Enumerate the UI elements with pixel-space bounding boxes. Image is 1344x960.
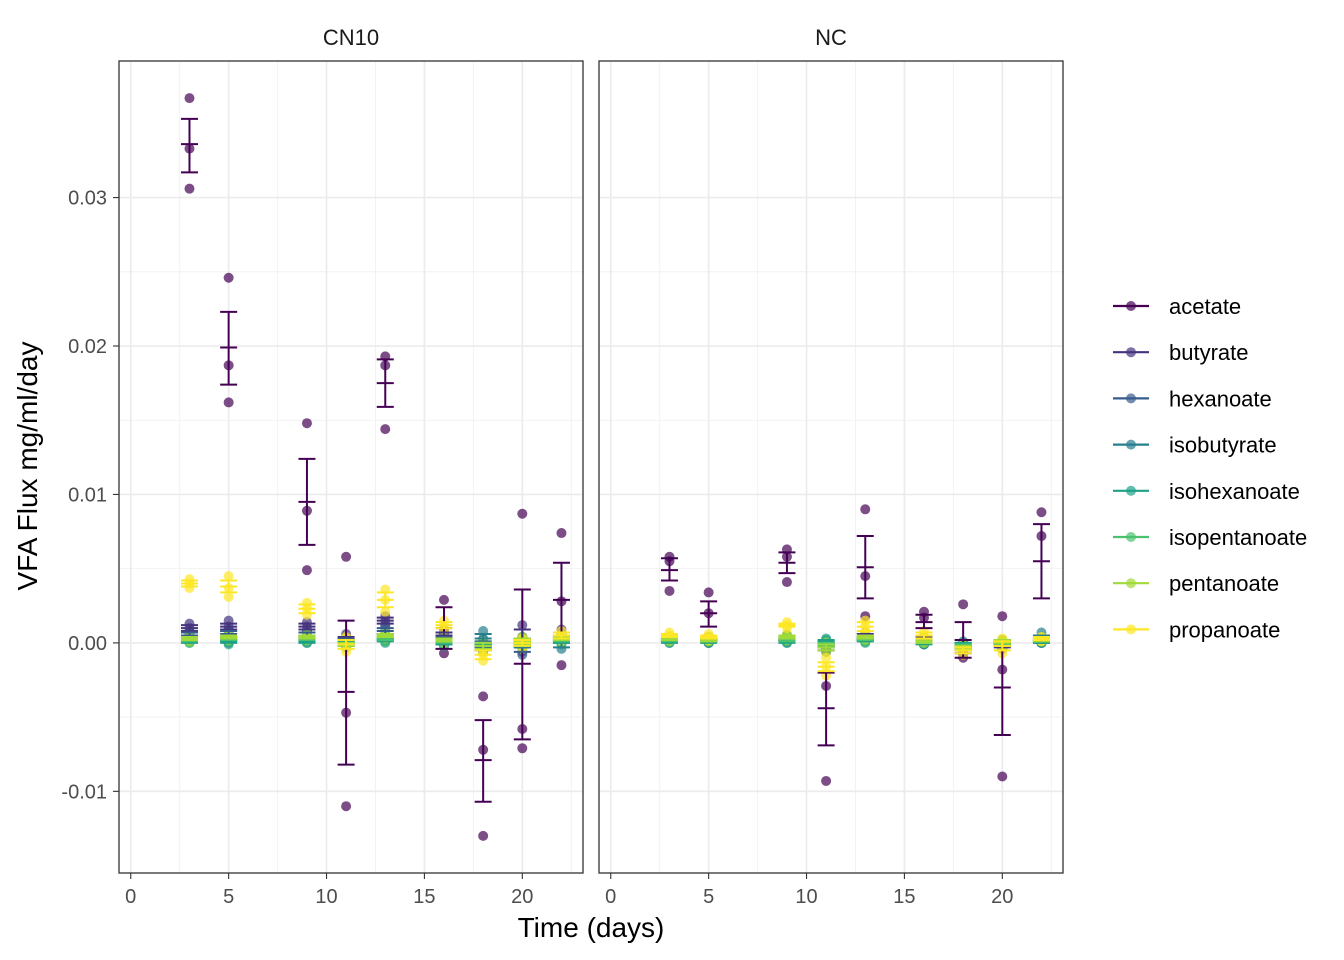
panel-cn10: CN10 0 5 10 15 20 — [118, 25, 584, 908]
data-point-acetate — [301, 565, 312, 576]
data-point-acetate — [478, 691, 489, 702]
error-bars — [660, 523, 1050, 747]
legend-label: acetate — [1169, 294, 1241, 319]
data-point-propanoate — [184, 582, 195, 593]
data-point-propanoate — [821, 652, 832, 663]
data-point-acetate — [184, 93, 195, 104]
legend-item-hexanoate: hexanoate — [1113, 386, 1272, 411]
data-point-acetate — [478, 830, 489, 841]
data-point-acetate — [341, 801, 352, 812]
legend-label: isopentanoate — [1169, 525, 1307, 550]
data-point-acetate — [997, 771, 1008, 782]
data-point-acetate — [438, 648, 449, 659]
data-point-acetate — [184, 183, 195, 194]
legend-key-point — [1126, 578, 1136, 589]
y-tick-label: -0.01 — [61, 781, 107, 803]
legend-key-point — [1126, 439, 1136, 450]
data-point-acetate — [223, 272, 234, 283]
data-point-acetate — [301, 418, 312, 429]
data-point-acetate — [997, 611, 1008, 622]
x-tick-label: 0 — [605, 886, 616, 908]
data-point-acetate — [703, 587, 714, 598]
legend-key-point — [1126, 485, 1136, 496]
y-tick-label: 0.00 — [68, 633, 107, 655]
x-tick-label: 5 — [223, 886, 234, 908]
legend-item-pentanoate: pentanoate — [1113, 571, 1279, 596]
panel-background — [119, 61, 583, 873]
legend-label: hexanoate — [1169, 386, 1272, 411]
legend-item-isohexanoate: isohexanoate — [1113, 479, 1300, 504]
data-point-acetate — [556, 660, 567, 671]
x-axis-title: Time (days) — [518, 912, 665, 943]
y-axis-title: VFA Flux mg/ml/day — [12, 342, 43, 591]
x-tick-label: 15 — [893, 886, 915, 908]
legend-item-propanoate: propanoate — [1113, 617, 1280, 642]
legend-key-point — [1126, 393, 1136, 404]
legend-label: isobutyrate — [1169, 433, 1277, 458]
legend-label: propanoate — [1169, 617, 1280, 642]
y-tick-label: 0.02 — [68, 336, 107, 358]
legend-item-isobutyrate: isobutyrate — [1113, 433, 1277, 458]
legend-item-isopentanoate: isopentanoate — [1113, 525, 1307, 550]
y-tick-label: 0.01 — [68, 484, 107, 506]
x-tick-label: 20 — [991, 886, 1013, 908]
data-point-acetate — [860, 504, 871, 515]
legend-key-point — [1126, 624, 1136, 635]
data-point-acetate — [781, 577, 792, 588]
x-tick-label: 10 — [315, 886, 337, 908]
data-point-acetate — [517, 743, 528, 754]
data-point-propanoate — [223, 591, 234, 602]
data-point-acetate — [821, 775, 832, 786]
data-point-propanoate — [223, 571, 234, 582]
legend-item-butyrate: butyrate — [1113, 340, 1249, 365]
panel-nc: NC 0 5 10 15 20 — [598, 25, 1064, 908]
y-tick-label: 0.03 — [68, 188, 107, 210]
data-point-propanoate — [301, 609, 312, 620]
data-point-acetate — [341, 551, 352, 562]
data-point-acetate — [556, 528, 567, 539]
data-point-acetate — [517, 508, 528, 519]
x-tick-label: 20 — [511, 886, 533, 908]
x-tick-label: 5 — [703, 886, 714, 908]
panel-strip-label: CN10 — [323, 25, 379, 50]
x-tick-label: 15 — [413, 886, 435, 908]
panel-border — [118, 60, 584, 874]
legend-label: isohexanoate — [1169, 479, 1300, 504]
data-point-propanoate — [478, 655, 489, 666]
legend-label: pentanoate — [1169, 571, 1279, 596]
panel-strip-label: NC — [815, 25, 847, 50]
panel-border — [598, 60, 1064, 874]
legend-key-point — [1126, 301, 1136, 311]
legend-label: butyrate — [1169, 340, 1249, 365]
data-point-propanoate — [380, 606, 391, 617]
error-bars — [180, 117, 570, 803]
data-point-acetate — [438, 594, 449, 605]
data-point-acetate — [664, 585, 675, 596]
x-tick-label: 0 — [125, 886, 136, 908]
data-point-acetate — [380, 424, 391, 435]
data-point-acetate — [1036, 507, 1047, 518]
panel-background — [599, 61, 1063, 873]
legend-key-point — [1126, 347, 1136, 358]
x-tick-label: 10 — [795, 886, 817, 908]
legend-key-point — [1126, 532, 1136, 542]
data-point-acetate — [958, 599, 969, 610]
panels: -0.01 0.00 0.01 0.02 0.03 CN10 0 5 10 15 20 NC 0 5 10 1… — [61, 25, 1064, 908]
legend-item-acetate: acetate — [1113, 294, 1241, 319]
legend: acetate butyrate hexanoate isobutyrate isohe… — [1113, 294, 1307, 642]
data-point-acetate — [223, 397, 234, 408]
